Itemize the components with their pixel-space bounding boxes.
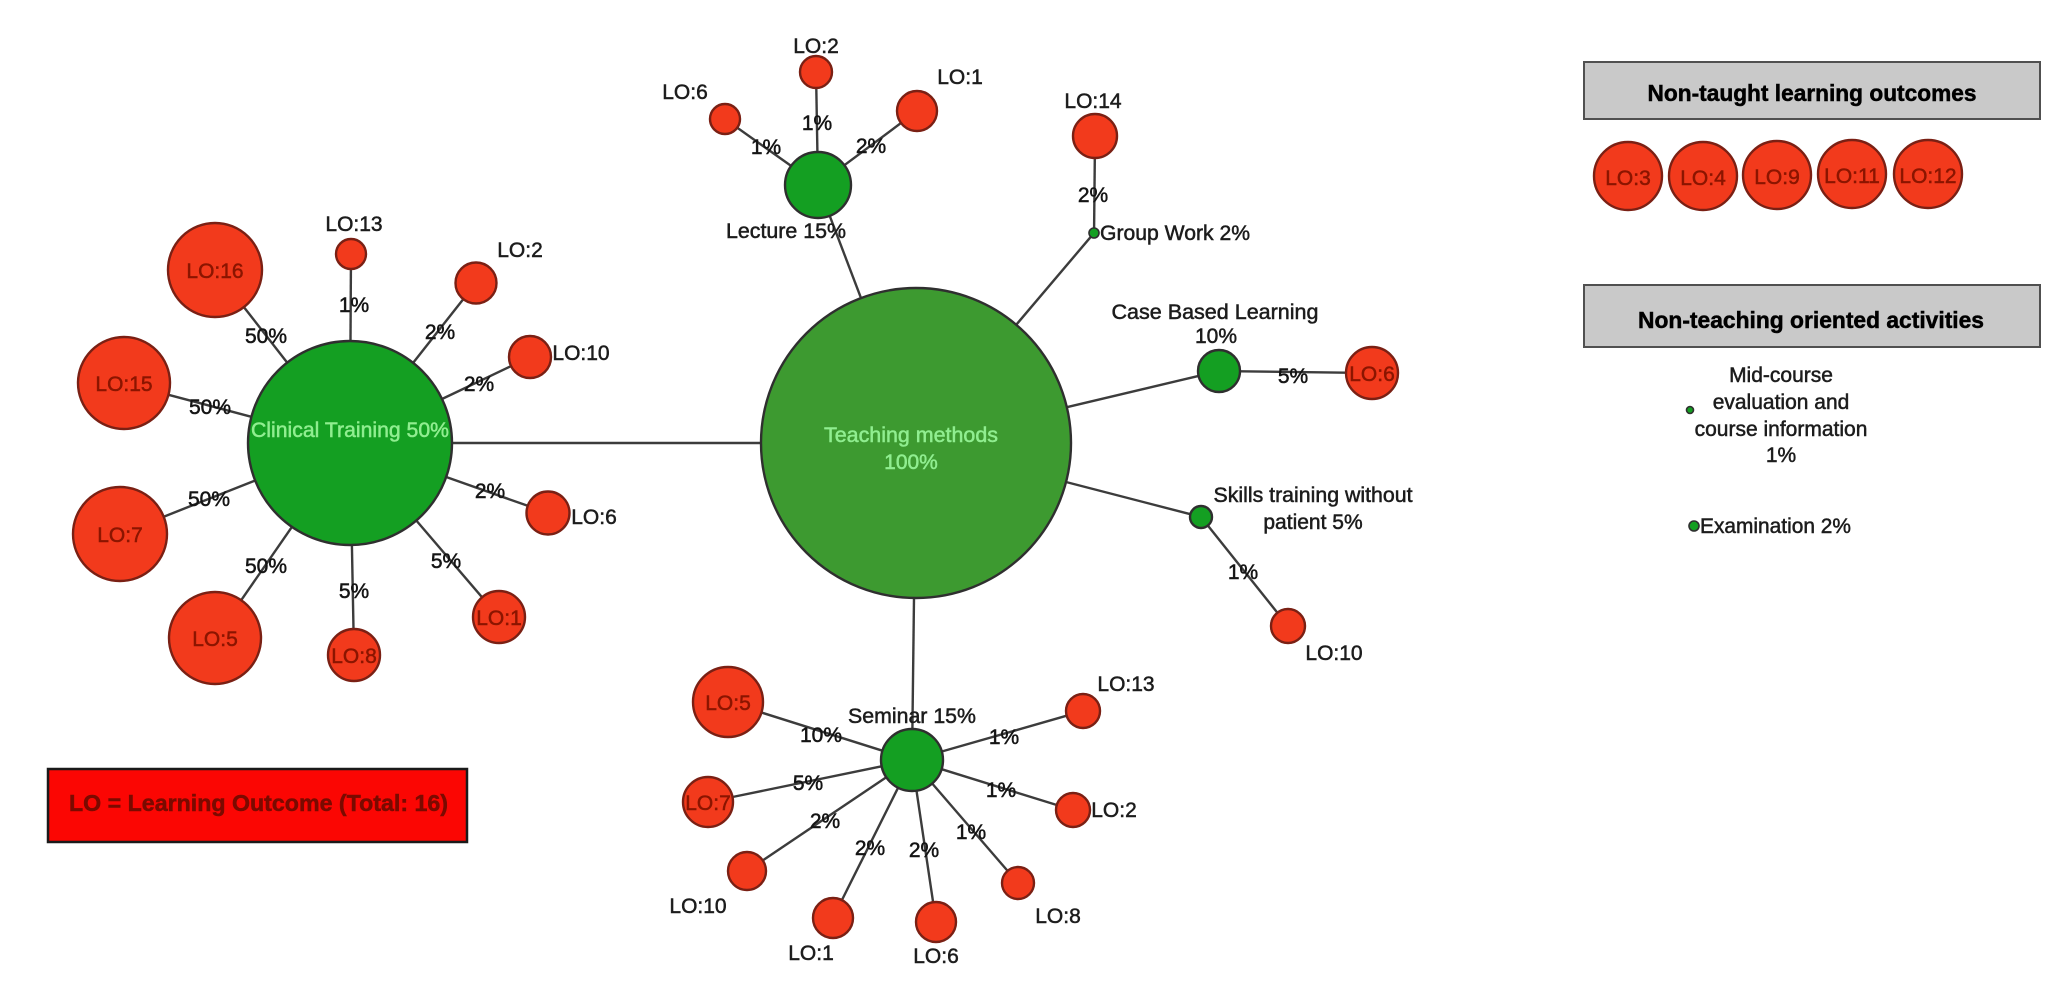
svg-text:Non-teaching oriented activiti: Non-teaching oriented activities [1638,307,1984,333]
svg-text:50%: 50% [189,396,231,419]
svg-text:LO:6: LO:6 [571,506,617,529]
svg-text:2%: 2% [425,321,455,344]
svg-text:course information: course information [1695,418,1868,441]
svg-text:LO:9: LO:9 [1754,166,1800,189]
svg-text:LO:14: LO:14 [1064,90,1122,113]
svg-text:LO:6: LO:6 [1349,363,1395,386]
svg-text:Skills training without: Skills training without [1214,484,1413,507]
svg-text:1%: 1% [956,821,986,844]
svg-text:2%: 2% [810,810,840,833]
svg-text:50%: 50% [245,555,287,578]
svg-text:1%: 1% [802,112,832,135]
svg-text:LO:13: LO:13 [325,213,382,236]
svg-text:Seminar 15%: Seminar 15% [848,705,976,728]
svg-text:LO:15: LO:15 [95,373,152,396]
svg-text:evaluation and: evaluation and [1713,391,1850,414]
svg-text:5%: 5% [431,550,461,573]
svg-text:Examination 2%: Examination 2% [1700,515,1851,538]
svg-text:50%: 50% [245,325,287,348]
svg-text:LO:1: LO:1 [788,942,834,965]
svg-text:1%: 1% [989,726,1019,749]
svg-text:1%: 1% [751,136,781,159]
svg-text:5%: 5% [793,772,823,795]
svg-text:1%: 1% [1228,561,1258,584]
svg-text:LO:6: LO:6 [913,945,959,968]
svg-text:Non-taught learning outcomes: Non-taught learning outcomes [1648,80,1977,106]
svg-text:LO:2: LO:2 [1091,799,1137,822]
svg-text:100%: 100% [884,451,938,474]
svg-text:LO:2: LO:2 [793,35,839,58]
svg-text:Lecture 15%: Lecture 15% [726,220,846,243]
svg-text:LO:12: LO:12 [1899,165,1956,188]
svg-text:2%: 2% [464,373,494,396]
svg-text:LO:7: LO:7 [685,792,731,815]
svg-text:LO:1: LO:1 [937,66,983,89]
svg-text:LO:1: LO:1 [476,607,522,630]
svg-text:LO:6: LO:6 [662,81,708,104]
svg-text:5%: 5% [1278,365,1308,388]
svg-text:LO:11: LO:11 [1824,165,1880,188]
svg-text:50%: 50% [188,488,230,511]
svg-text:2%: 2% [856,135,886,158]
svg-text:LO:4: LO:4 [1680,167,1726,190]
svg-text:10%: 10% [1195,325,1237,348]
svg-text:2%: 2% [855,837,885,860]
svg-text:5%: 5% [339,580,369,603]
svg-text:2%: 2% [475,480,505,503]
svg-text:Case Based Learning: Case Based Learning [1112,301,1319,324]
svg-text:Group Work 2%: Group Work 2% [1100,222,1250,245]
svg-text:1%: 1% [339,294,369,317]
svg-text:LO:5: LO:5 [192,628,238,651]
svg-text:LO:13: LO:13 [1097,673,1154,696]
svg-text:1%: 1% [1766,444,1796,467]
svg-text:LO:3: LO:3 [1605,167,1651,190]
svg-text:LO:7: LO:7 [97,524,143,547]
svg-text:2%: 2% [909,839,939,862]
svg-text:LO:2: LO:2 [497,239,543,262]
svg-text:Mid-course: Mid-course [1729,364,1833,387]
svg-text:Teaching methods: Teaching methods [824,424,998,447]
svg-text:2%: 2% [1078,184,1108,207]
svg-text:Clinical Training 50%: Clinical Training 50% [251,419,449,442]
svg-text:LO:10: LO:10 [669,895,726,918]
svg-text:LO:8: LO:8 [331,645,377,668]
svg-text:1%: 1% [986,779,1016,802]
svg-text:LO:8: LO:8 [1035,905,1081,928]
svg-text:LO:5: LO:5 [705,692,751,715]
svg-text:10%: 10% [800,724,842,747]
svg-text:LO:10: LO:10 [1305,642,1362,665]
svg-text:LO:10: LO:10 [552,342,609,365]
svg-text:LO:16: LO:16 [186,260,243,283]
svg-text:patient 5%: patient 5% [1263,511,1362,534]
svg-text:LO = Learning Outcome (Total:: LO = Learning Outcome (Total: 16) [69,790,448,816]
